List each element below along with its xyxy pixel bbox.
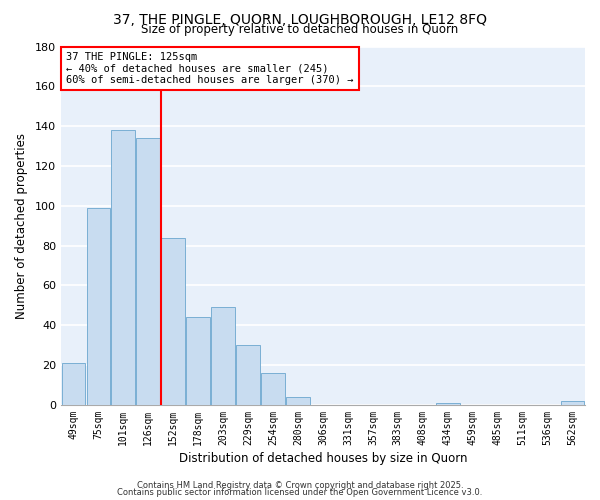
Bar: [136, 138, 160, 405]
Text: 37 THE PINGLE: 125sqm
← 40% of detached houses are smaller (245)
60% of semi-det: 37 THE PINGLE: 125sqm ← 40% of detached …: [66, 52, 353, 85]
Y-axis label: Number of detached properties: Number of detached properties: [15, 132, 28, 318]
X-axis label: Distribution of detached houses by size in Quorn: Distribution of detached houses by size …: [179, 452, 467, 465]
Bar: [211, 308, 235, 405]
Bar: [560, 401, 584, 405]
Bar: [112, 130, 135, 405]
Bar: [161, 238, 185, 405]
Text: 37, THE PINGLE, QUORN, LOUGHBOROUGH, LE12 8FQ: 37, THE PINGLE, QUORN, LOUGHBOROUGH, LE1…: [113, 12, 487, 26]
Bar: [62, 363, 85, 405]
Bar: [261, 373, 285, 405]
Bar: [236, 345, 260, 405]
Text: Contains public sector information licensed under the Open Government Licence v3: Contains public sector information licen…: [118, 488, 482, 497]
Bar: [436, 403, 460, 405]
Text: Contains HM Land Registry data © Crown copyright and database right 2025.: Contains HM Land Registry data © Crown c…: [137, 480, 463, 490]
Bar: [187, 318, 210, 405]
Bar: [286, 397, 310, 405]
Text: Size of property relative to detached houses in Quorn: Size of property relative to detached ho…: [142, 22, 458, 36]
Bar: [86, 208, 110, 405]
